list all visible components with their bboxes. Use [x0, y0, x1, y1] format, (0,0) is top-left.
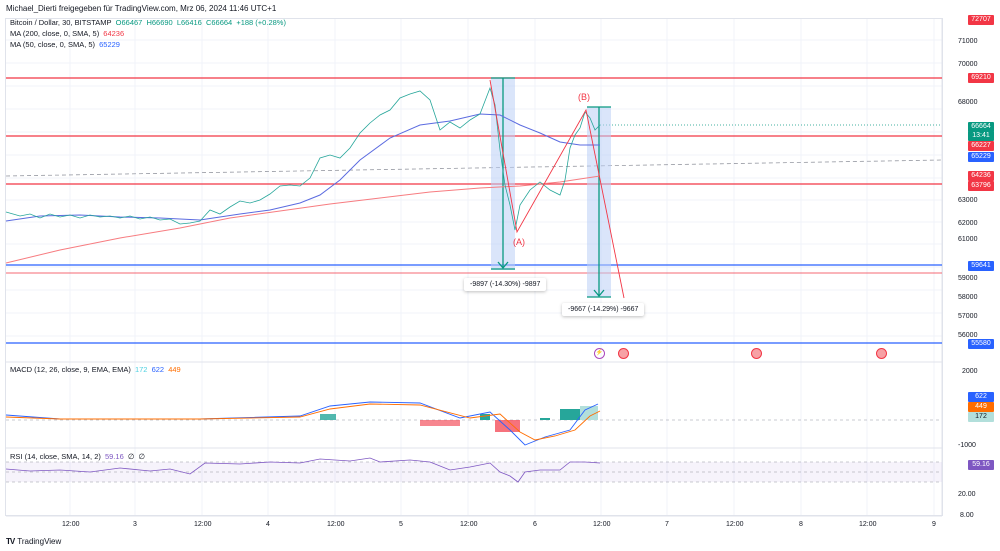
ma50-legend[interactable]: MA (50, close, 0, SMA, 5) 65229: [10, 40, 120, 49]
ma200-line: [5, 175, 601, 264]
us-flag-event-icon[interactable]: [876, 348, 887, 359]
svg-text:-1000: -1000: [958, 442, 976, 449]
tradingview-footer: TV TradingView: [6, 537, 62, 546]
svg-text:8.00: 8.00: [960, 512, 974, 519]
macd-histogram: [320, 406, 598, 432]
svg-text:57000: 57000: [958, 313, 978, 320]
price-tag-last: 66664: [968, 122, 994, 132]
price-tag-high: 72707: [968, 15, 994, 25]
wave-a-label[interactable]: (A): [513, 237, 525, 247]
price-tag-ma200: 64236: [968, 171, 994, 181]
us-flag-event-icon[interactable]: [751, 348, 762, 359]
price-tag-countdown: 13:41: [968, 131, 994, 141]
price-tag-ma50: 65229: [968, 152, 994, 162]
svg-text:71000: 71000: [958, 38, 978, 45]
measure-label-2[interactable]: -9667 (-14.29%) -9667: [562, 303, 645, 316]
share-attribution: Michael_Dierti freigegeben für TradingVi…: [6, 4, 277, 13]
macd-legend[interactable]: MACD (12, 26, close, 9, EMA, EMA) 172 62…: [10, 365, 181, 374]
price-tag-55580: 55580: [968, 339, 994, 349]
price-tag-59641: 59641: [968, 261, 994, 271]
ma200-legend[interactable]: MA (200, close, 0, SMA, 5) 64236: [10, 29, 125, 38]
tradingview-logo-icon: TV: [6, 537, 15, 546]
price-tag-63796: 63796: [968, 181, 994, 191]
svg-text:63000: 63000: [958, 197, 978, 204]
rsi-legend[interactable]: RSI (14, close, SMA, 14, 2) 59.16 ∅ ∅: [10, 452, 146, 461]
rsi-line: [5, 457, 601, 483]
svg-text:58000: 58000: [958, 294, 978, 301]
signal-tag: 449: [968, 402, 994, 412]
symbol-legend[interactable]: Bitcoin / Dollar, 30, BITSTAMP O66467 H6…: [10, 18, 286, 27]
svg-text:61000: 61000: [958, 236, 978, 243]
ma50-line: [5, 113, 600, 222]
measure-label-1[interactable]: -9897 (-14.30%) -9897: [464, 278, 547, 291]
svg-text:62000: 62000: [958, 220, 978, 227]
us-flag-event-icon[interactable]: [618, 348, 629, 359]
macd-tag: 622: [968, 392, 994, 402]
wave-b-label[interactable]: (B): [578, 92, 590, 102]
svg-text:59000: 59000: [958, 275, 978, 282]
svg-text:56000: 56000: [958, 332, 978, 339]
candles: [5, 86, 601, 231]
svg-text:68000: 68000: [958, 99, 978, 106]
hist-tag: 172: [968, 412, 994, 422]
svg-text:20.00: 20.00: [958, 491, 976, 498]
svg-text:2000: 2000: [962, 368, 978, 375]
lightning-event-icon[interactable]: ⚡: [594, 348, 605, 359]
svg-text:70000: 70000: [958, 61, 978, 68]
price-tag-69210: 69210: [968, 73, 994, 83]
rsi-tag: 59.16: [968, 460, 994, 470]
price-tag-66227: 66227: [968, 141, 994, 151]
